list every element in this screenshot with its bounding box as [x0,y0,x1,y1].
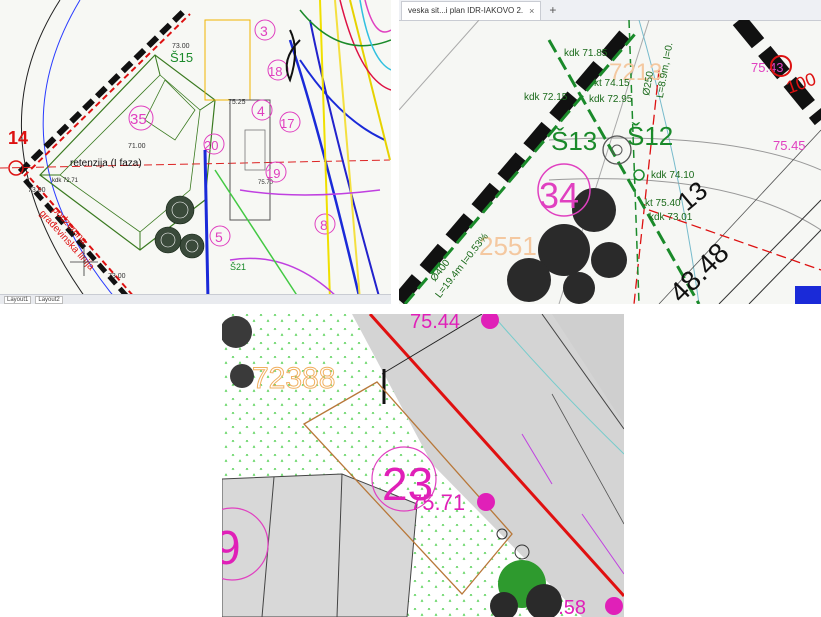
elevation-marker-7571 [477,493,495,511]
tree-cluster-2 [507,188,627,304]
layout-tabs-bar: Layout1 Layout2 [0,294,391,304]
cad-view-shafts[interactable]: veska sit...i plan IDR-IAKOVO 2. × + [399,0,821,304]
level-7571-label: 75.71 [410,490,465,515]
pipe-diameter-250: Ø250 [641,70,656,96]
kdk-7215-label: kdk 72.15 [524,92,568,103]
parcel-number-7213: 7213 [609,59,662,86]
tree-cluster-3 [222,316,562,617]
level-73-label-b: 73.00 [28,187,46,194]
document-tab-bar: veska sit...i plan IDR-IAKOVO 2. × + [399,0,821,21]
dimension-4848-label: 48.48 [663,237,734,304]
level-71-label: 71.00 [128,143,146,150]
parcel-8-label: 8 [320,217,328,233]
cad-drawing-3[interactable]: 23 75.71 9 75.44 75.58 72388 [222,314,624,617]
layout-tab-2[interactable]: Layout2 [35,295,63,304]
kt-7540-label: kt 75.40 [645,198,681,209]
parcel-14-marker[interactable] [8,160,24,176]
parcel-34-label: 34 [539,175,579,216]
shaft-s21-label: Š21 [230,262,246,272]
document-tab-title: veska sit...i plan IDR-IAKOVO 2. [408,5,524,15]
kdk-7410-label: kdk 74.10 [651,170,695,181]
parcel-19-label: 19 [266,166,280,181]
level-7570-label: 75.70 [258,180,274,186]
parcel-number-72388: 72388 [252,362,335,395]
parcel-18-label: 18 [268,64,282,79]
level-7544-label: 75.44 [410,314,460,333]
cad-view-parcel-23[interactable]: 23 75.71 9 75.44 75.58 72388 [222,314,624,617]
kdk-7301-label: kdk 73.01 [649,212,693,223]
parcel-number-2551: 2551 [479,231,537,261]
parcel-17-label: 17 [280,116,294,131]
shaft-s15-label: Š15 [170,50,193,65]
cad-drawing-2[interactable]: 34 2551 7213 kdk 71.85 kt 74.15 kdk 72.1… [399,20,821,304]
document-tab[interactable]: veska sit...i plan IDR-IAKOVO 2. × [401,0,542,20]
kdk-label: kdk 72.71 [52,178,79,184]
kt-7415-label: kt 74.15 [594,78,630,89]
parcel-5-label: 5 [215,229,223,245]
parcel-9-label: 9 [222,522,241,575]
elevation-marker-7558 [605,597,623,615]
kdk-7295-label: kdk 72.95 [589,94,633,105]
tree-cluster [154,195,205,259]
parcel-4-label: 4 [257,103,265,119]
level-73-label-c: 73.00 [108,273,126,280]
parcel-23-label: 23 [382,458,433,510]
shaft-s13-label: Š13 [551,126,597,156]
cad-view-retention-area[interactable]: 14 kdk 72.71 35 71.00 retenzija (I faza)… [0,0,391,304]
parcel-14-label: 14 [8,128,28,148]
retention-label: retenzija (I faza) [70,158,142,169]
parcel-20-label: 20 [204,138,218,153]
level-7543-label: 75.43 [751,60,784,75]
parcel-35-label: 35 [130,111,147,128]
level-7525-label: 75.25 [228,99,246,106]
shaft-s12-label: Š12 [627,121,673,151]
level-7545-label: 75.45 [773,138,806,153]
close-icon[interactable]: × [529,5,535,16]
kdk-7185-label: kdk 71.85 [564,48,608,59]
layout-tab-1[interactable]: Layout1 [4,295,32,304]
level-73-label-a: 73.00 [172,43,190,50]
blue-marker [795,286,821,304]
new-tab-button[interactable]: + [549,3,557,17]
elevation-marker-7544 [481,314,499,329]
parcel-3-label: 3 [260,23,268,39]
cad-drawing-1[interactable]: 14 kdk 72.71 35 71.00 retenzija (I faza)… [0,0,391,304]
